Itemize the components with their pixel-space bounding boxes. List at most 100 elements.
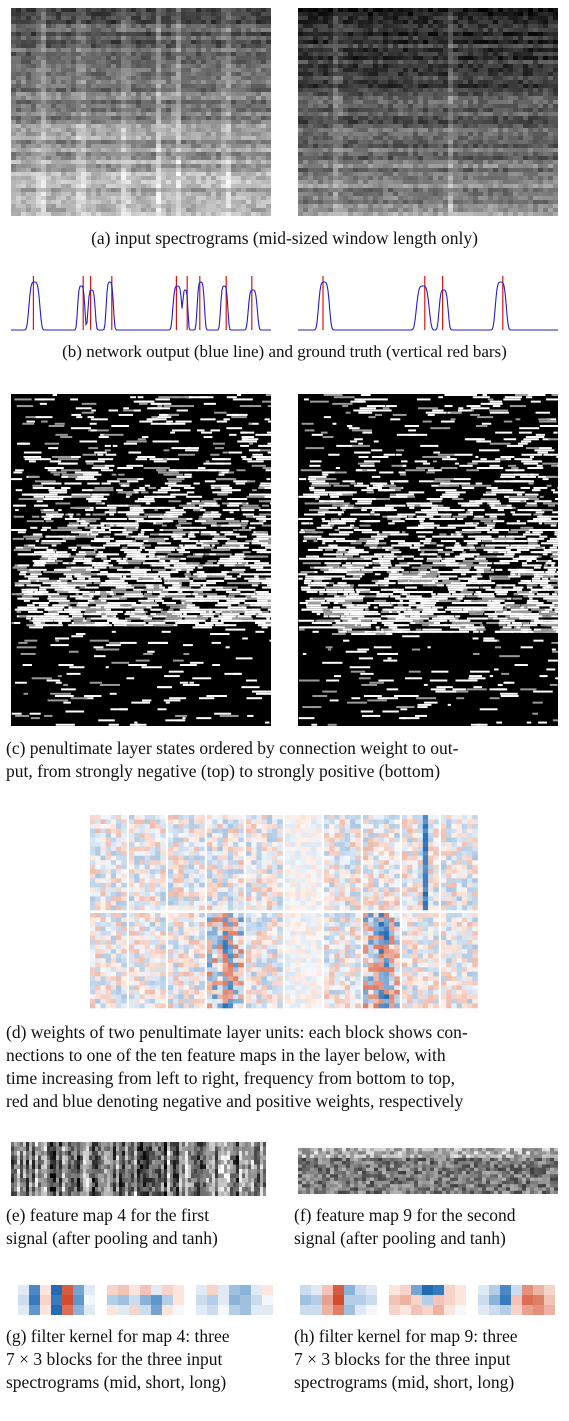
spectrogram-cell bbox=[166, 188, 172, 193]
spectrogram-cell bbox=[333, 64, 339, 69]
spectrogram-cell bbox=[313, 52, 319, 57]
spectrogram-cell bbox=[318, 36, 324, 41]
spectrogram-cell bbox=[21, 148, 27, 153]
spectrogram-cell bbox=[36, 188, 42, 193]
spectrogram-cell bbox=[318, 168, 324, 173]
spectrogram-cell bbox=[503, 112, 509, 117]
spectrogram-cell bbox=[256, 132, 262, 137]
spectrogram-cell bbox=[438, 88, 444, 93]
spectrogram-cell bbox=[453, 116, 459, 121]
spectrogram-cell bbox=[126, 164, 132, 169]
spectrogram-cell bbox=[141, 84, 147, 89]
spectrogram-cell bbox=[498, 112, 504, 117]
spectrogram-cell bbox=[251, 172, 257, 177]
spectrogram-cell bbox=[473, 16, 479, 21]
spectrogram-cell bbox=[353, 88, 359, 93]
spectrogram-cell bbox=[463, 108, 469, 113]
spectrogram-cell bbox=[121, 136, 127, 141]
spectrogram-cell bbox=[333, 24, 339, 29]
spectrogram-cell bbox=[111, 24, 117, 29]
spectrogram-cell bbox=[503, 52, 509, 57]
spectrogram-cell bbox=[553, 180, 558, 185]
spectrogram-cell bbox=[328, 104, 334, 109]
spectrogram-cell bbox=[458, 116, 464, 121]
spectrogram-cell bbox=[91, 104, 97, 109]
spectrogram-cell bbox=[51, 92, 57, 97]
spectrogram-cell bbox=[181, 108, 187, 113]
spectrogram-cell bbox=[216, 104, 222, 109]
spectrogram-cell bbox=[51, 28, 57, 33]
spectrogram-cell bbox=[21, 56, 27, 61]
spectrogram-cell bbox=[423, 124, 429, 129]
spectrogram-cell bbox=[448, 156, 454, 161]
spectrogram-cell bbox=[418, 76, 424, 81]
spectrogram-cell bbox=[348, 112, 354, 117]
spectrogram-cell bbox=[56, 208, 62, 213]
spectrogram-cell bbox=[41, 96, 47, 101]
spectrogram-cell bbox=[61, 40, 67, 45]
spectrogram-cell bbox=[156, 180, 162, 185]
spectrogram-cell bbox=[543, 76, 549, 81]
spectrogram-cell bbox=[106, 188, 112, 193]
spectrogram-cell bbox=[151, 40, 157, 45]
spectrogram-cell bbox=[463, 84, 469, 89]
spectrogram-cell bbox=[36, 148, 42, 153]
spectrogram-cell bbox=[463, 112, 469, 117]
spectrogram-cell bbox=[378, 80, 384, 85]
spectrogram-cell bbox=[26, 136, 32, 141]
spectrogram-cell bbox=[338, 72, 344, 77]
spectrogram-cell bbox=[266, 88, 271, 93]
spectrogram-cell bbox=[66, 8, 72, 13]
spectrogram-cell bbox=[121, 88, 127, 93]
spectrogram-cell bbox=[393, 104, 399, 109]
spectrogram-cell bbox=[201, 68, 207, 73]
spectrogram-cell bbox=[51, 88, 57, 93]
spectrogram-cell bbox=[121, 72, 127, 77]
spectrogram-cell bbox=[493, 96, 499, 101]
spectrogram-cell bbox=[101, 132, 107, 137]
spectrogram-cell bbox=[348, 8, 354, 13]
spectrogram-cell bbox=[21, 152, 27, 157]
spectrogram-cell bbox=[343, 124, 349, 129]
spectrogram-cell bbox=[508, 56, 514, 61]
spectrogram-cell bbox=[31, 152, 37, 157]
spectrogram-cell bbox=[181, 80, 187, 85]
spectrogram-cell bbox=[413, 76, 419, 81]
spectrogram-cell bbox=[186, 32, 192, 37]
spectrogram-cell bbox=[413, 140, 419, 145]
spectrogram-cell bbox=[196, 76, 202, 81]
spectrogram-cell bbox=[246, 84, 252, 89]
spectrogram-cell bbox=[146, 176, 152, 181]
spectrogram-cell bbox=[453, 140, 459, 145]
spectrogram-cell bbox=[256, 100, 262, 105]
spectrogram-cell bbox=[236, 188, 242, 193]
spectrogram-cell bbox=[31, 8, 37, 13]
spectrogram-cell bbox=[46, 68, 52, 73]
spectrogram-cell bbox=[483, 60, 489, 65]
spectrogram-cell bbox=[206, 164, 212, 169]
spectrogram-cell bbox=[538, 136, 544, 141]
spectrogram-cell bbox=[256, 52, 262, 57]
spectrogram-cell bbox=[438, 44, 444, 49]
spectrogram-cell bbox=[553, 172, 558, 177]
spectrogram-cell bbox=[388, 108, 394, 113]
spectrogram-cell bbox=[141, 92, 147, 97]
spectrogram-cell bbox=[438, 56, 444, 61]
spectrogram-cell bbox=[333, 96, 339, 101]
spectrogram-cell bbox=[468, 112, 474, 117]
spectrogram-cell bbox=[206, 176, 212, 181]
spectrogram-cell bbox=[226, 36, 232, 41]
spectrogram-cell bbox=[418, 84, 424, 89]
spectrogram-cell bbox=[231, 36, 237, 41]
spectrogram-cell bbox=[66, 48, 72, 53]
spectrogram-cell bbox=[171, 84, 177, 89]
spectrogram-cell bbox=[36, 116, 42, 121]
spectrogram-cell bbox=[76, 64, 82, 69]
spectrogram-cell bbox=[348, 84, 354, 89]
spectrogram-cell bbox=[161, 132, 167, 137]
spectrogram-cell bbox=[328, 112, 334, 117]
spectrogram-cell bbox=[241, 168, 247, 173]
spectrogram-cell bbox=[111, 36, 117, 41]
spectrogram-cell bbox=[226, 20, 232, 25]
spectrogram-cell bbox=[146, 180, 152, 185]
